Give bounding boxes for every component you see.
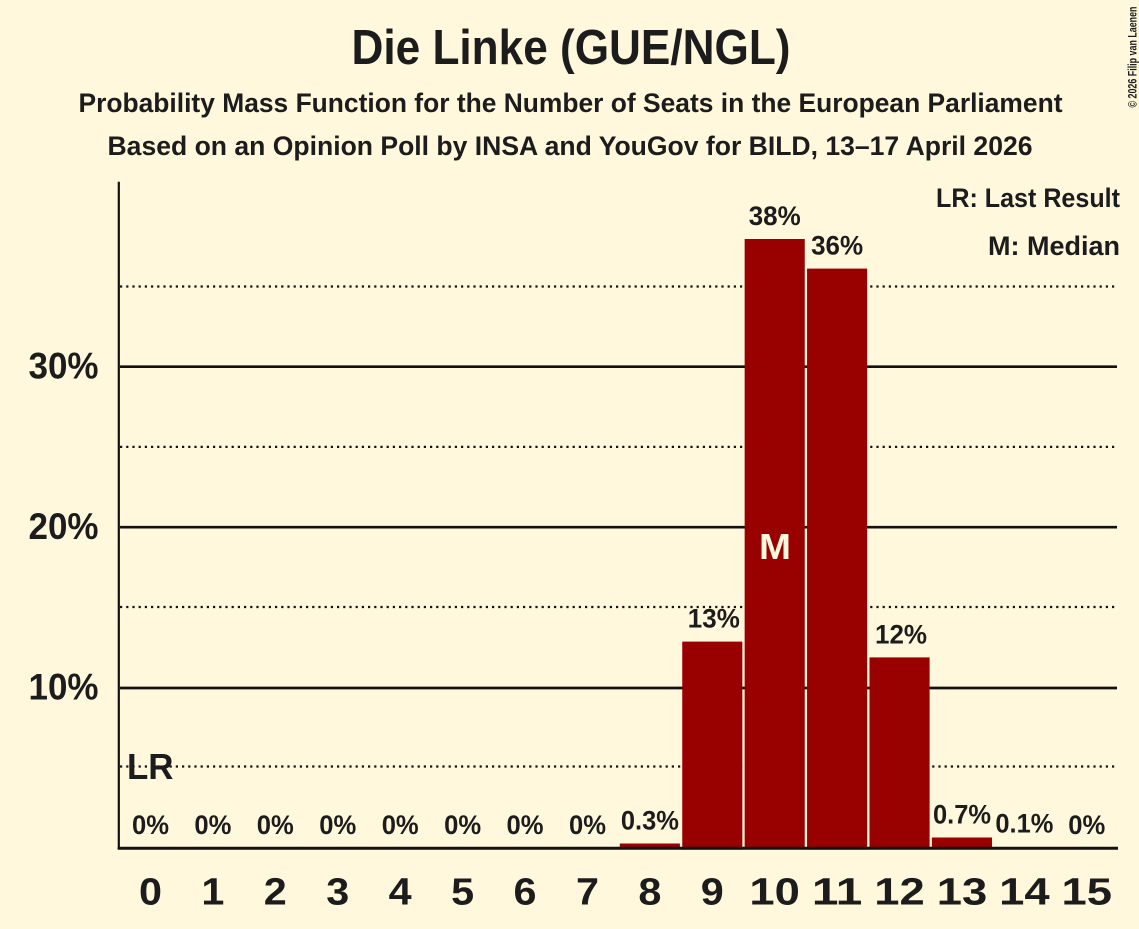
svg-text:20%: 20% — [29, 506, 99, 547]
svg-text:13%: 13% — [688, 604, 740, 634]
svg-text:15: 15 — [1062, 872, 1113, 914]
svg-text:0%: 0% — [319, 810, 356, 840]
svg-text:0%: 0% — [507, 810, 544, 840]
svg-text:7: 7 — [576, 872, 599, 914]
svg-text:0%: 0% — [194, 810, 231, 840]
svg-text:0%: 0% — [132, 810, 169, 840]
svg-text:0: 0 — [139, 872, 162, 914]
svg-text:LR: LR — [127, 746, 174, 787]
svg-text:0%: 0% — [569, 810, 606, 840]
svg-text:10%: 10% — [29, 667, 99, 708]
svg-text:4: 4 — [389, 872, 412, 914]
svg-text:2: 2 — [264, 872, 287, 914]
svg-text:0%: 0% — [382, 810, 419, 840]
svg-text:0%: 0% — [1068, 810, 1105, 840]
svg-text:14: 14 — [999, 872, 1050, 914]
svg-text:© 2026 Filip van Laenen: © 2026 Filip van Laenen — [1126, 7, 1139, 108]
svg-text:38%: 38% — [749, 201, 801, 231]
svg-text:Based on an Opinion Poll by IN: Based on an Opinion Poll by INSA and You… — [108, 131, 1033, 161]
svg-text:10: 10 — [749, 872, 800, 914]
svg-text:3: 3 — [326, 872, 349, 914]
svg-text:0.1%: 0.1% — [995, 809, 1053, 839]
svg-text:13: 13 — [937, 872, 988, 914]
svg-text:11: 11 — [812, 872, 863, 914]
svg-text:M: Median: M: Median — [988, 231, 1120, 261]
svg-text:12%: 12% — [875, 619, 927, 649]
svg-text:Die Linke (GUE/NGL): Die Linke (GUE/NGL) — [352, 21, 791, 75]
svg-text:36%: 36% — [811, 231, 863, 261]
svg-text:5: 5 — [451, 872, 474, 914]
svg-text:8: 8 — [638, 872, 661, 914]
svg-text:0%: 0% — [444, 810, 481, 840]
svg-text:0%: 0% — [257, 810, 294, 840]
svg-text:6: 6 — [514, 872, 537, 914]
svg-text:12: 12 — [874, 872, 925, 914]
svg-text:30%: 30% — [29, 345, 99, 386]
svg-text:9: 9 — [701, 872, 724, 914]
svg-text:0.3%: 0.3% — [621, 806, 679, 836]
svg-text:LR: Last Result: LR: Last Result — [936, 183, 1120, 213]
svg-text:Probability Mass Function for: Probability Mass Function for the Number… — [79, 88, 1063, 118]
svg-text:1: 1 — [201, 872, 224, 914]
svg-text:M: M — [759, 526, 791, 567]
svg-text:0.7%: 0.7% — [933, 800, 991, 830]
